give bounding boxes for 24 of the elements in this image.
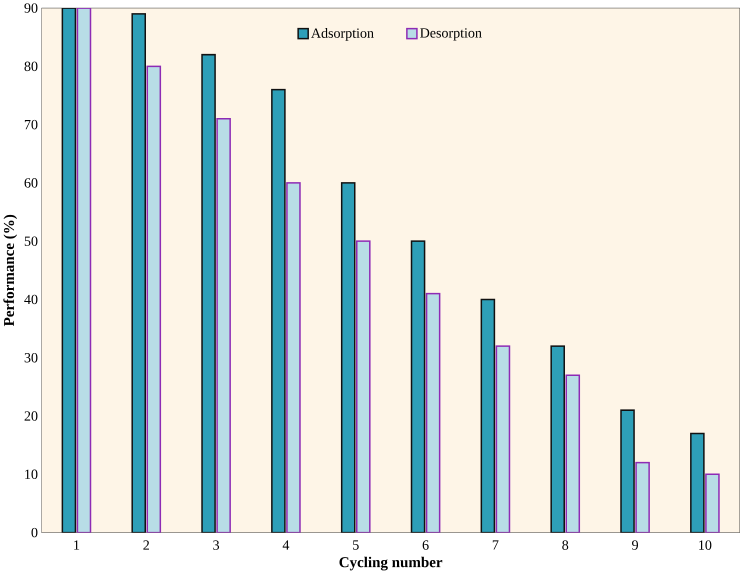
y-tick-label: 90 <box>24 3 38 13</box>
legend-label: Desorption <box>420 28 482 41</box>
x-tick-label: 8 <box>562 540 568 550</box>
y-tick-label: 60 <box>24 178 38 188</box>
y-tick-label: 80 <box>24 62 38 72</box>
x-tick-label: 1 <box>74 540 80 550</box>
y-tick-label: 40 <box>24 294 38 304</box>
y-tick-label: 50 <box>24 236 38 246</box>
legend-label: Adsorption <box>311 28 374 41</box>
x-tick-label: 4 <box>282 540 290 550</box>
x-tick-label: 7 <box>492 540 499 550</box>
x-tick-label: 10 <box>699 540 712 550</box>
x-tick-label: 3 <box>213 540 220 550</box>
y-axis-title: Performance (%) <box>3 215 18 326</box>
x-tick-label: 2 <box>143 540 149 550</box>
y-tick-label: 0 <box>32 528 38 538</box>
x-axis-title: Cycling number <box>339 556 442 571</box>
y-tick-label: 10 <box>25 470 38 480</box>
y-tick-label: 70 <box>24 120 38 130</box>
x-tick-label: 9 <box>632 540 638 550</box>
x-tick-label: 6 <box>422 540 429 550</box>
x-tick-label: 5 <box>353 540 359 550</box>
y-tick-label: 30 <box>24 353 38 363</box>
y-tick-label: 20 <box>24 411 38 421</box>
